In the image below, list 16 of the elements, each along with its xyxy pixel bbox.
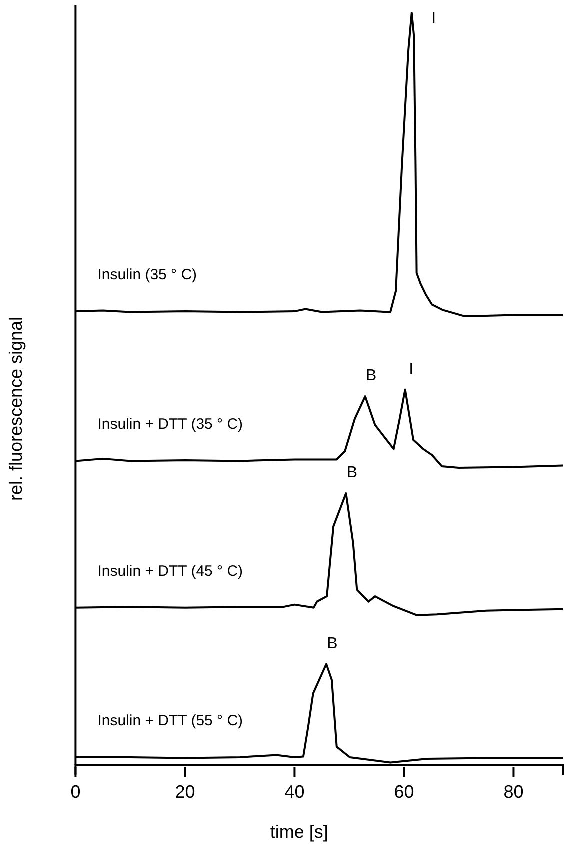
annotation: B — [327, 635, 338, 652]
x-tick-label: 20 — [175, 782, 196, 802]
series-label: Insulin + DTT (35 ° C) — [98, 416, 244, 434]
series-label: Insulin + DTT (55 ° C) — [98, 712, 244, 730]
annotation: I — [409, 360, 414, 378]
x-tick-label: 40 — [284, 782, 305, 802]
annotation: B — [366, 368, 377, 385]
annotation: B — [346, 464, 358, 482]
annotation: I — [432, 10, 436, 28]
series-label: Insulin + DTT (45 ° C) — [98, 562, 244, 580]
x-tick-label: 0 — [70, 782, 81, 802]
y-axis-title: rel. fluorescence signal — [6, 316, 26, 502]
series-label: Insulin (35 ° C) — [98, 266, 198, 284]
x-tick-label: 80 — [504, 782, 524, 802]
x-axis-title: time [s] — [270, 822, 328, 842]
x-tick-label: 60 — [394, 782, 414, 802]
